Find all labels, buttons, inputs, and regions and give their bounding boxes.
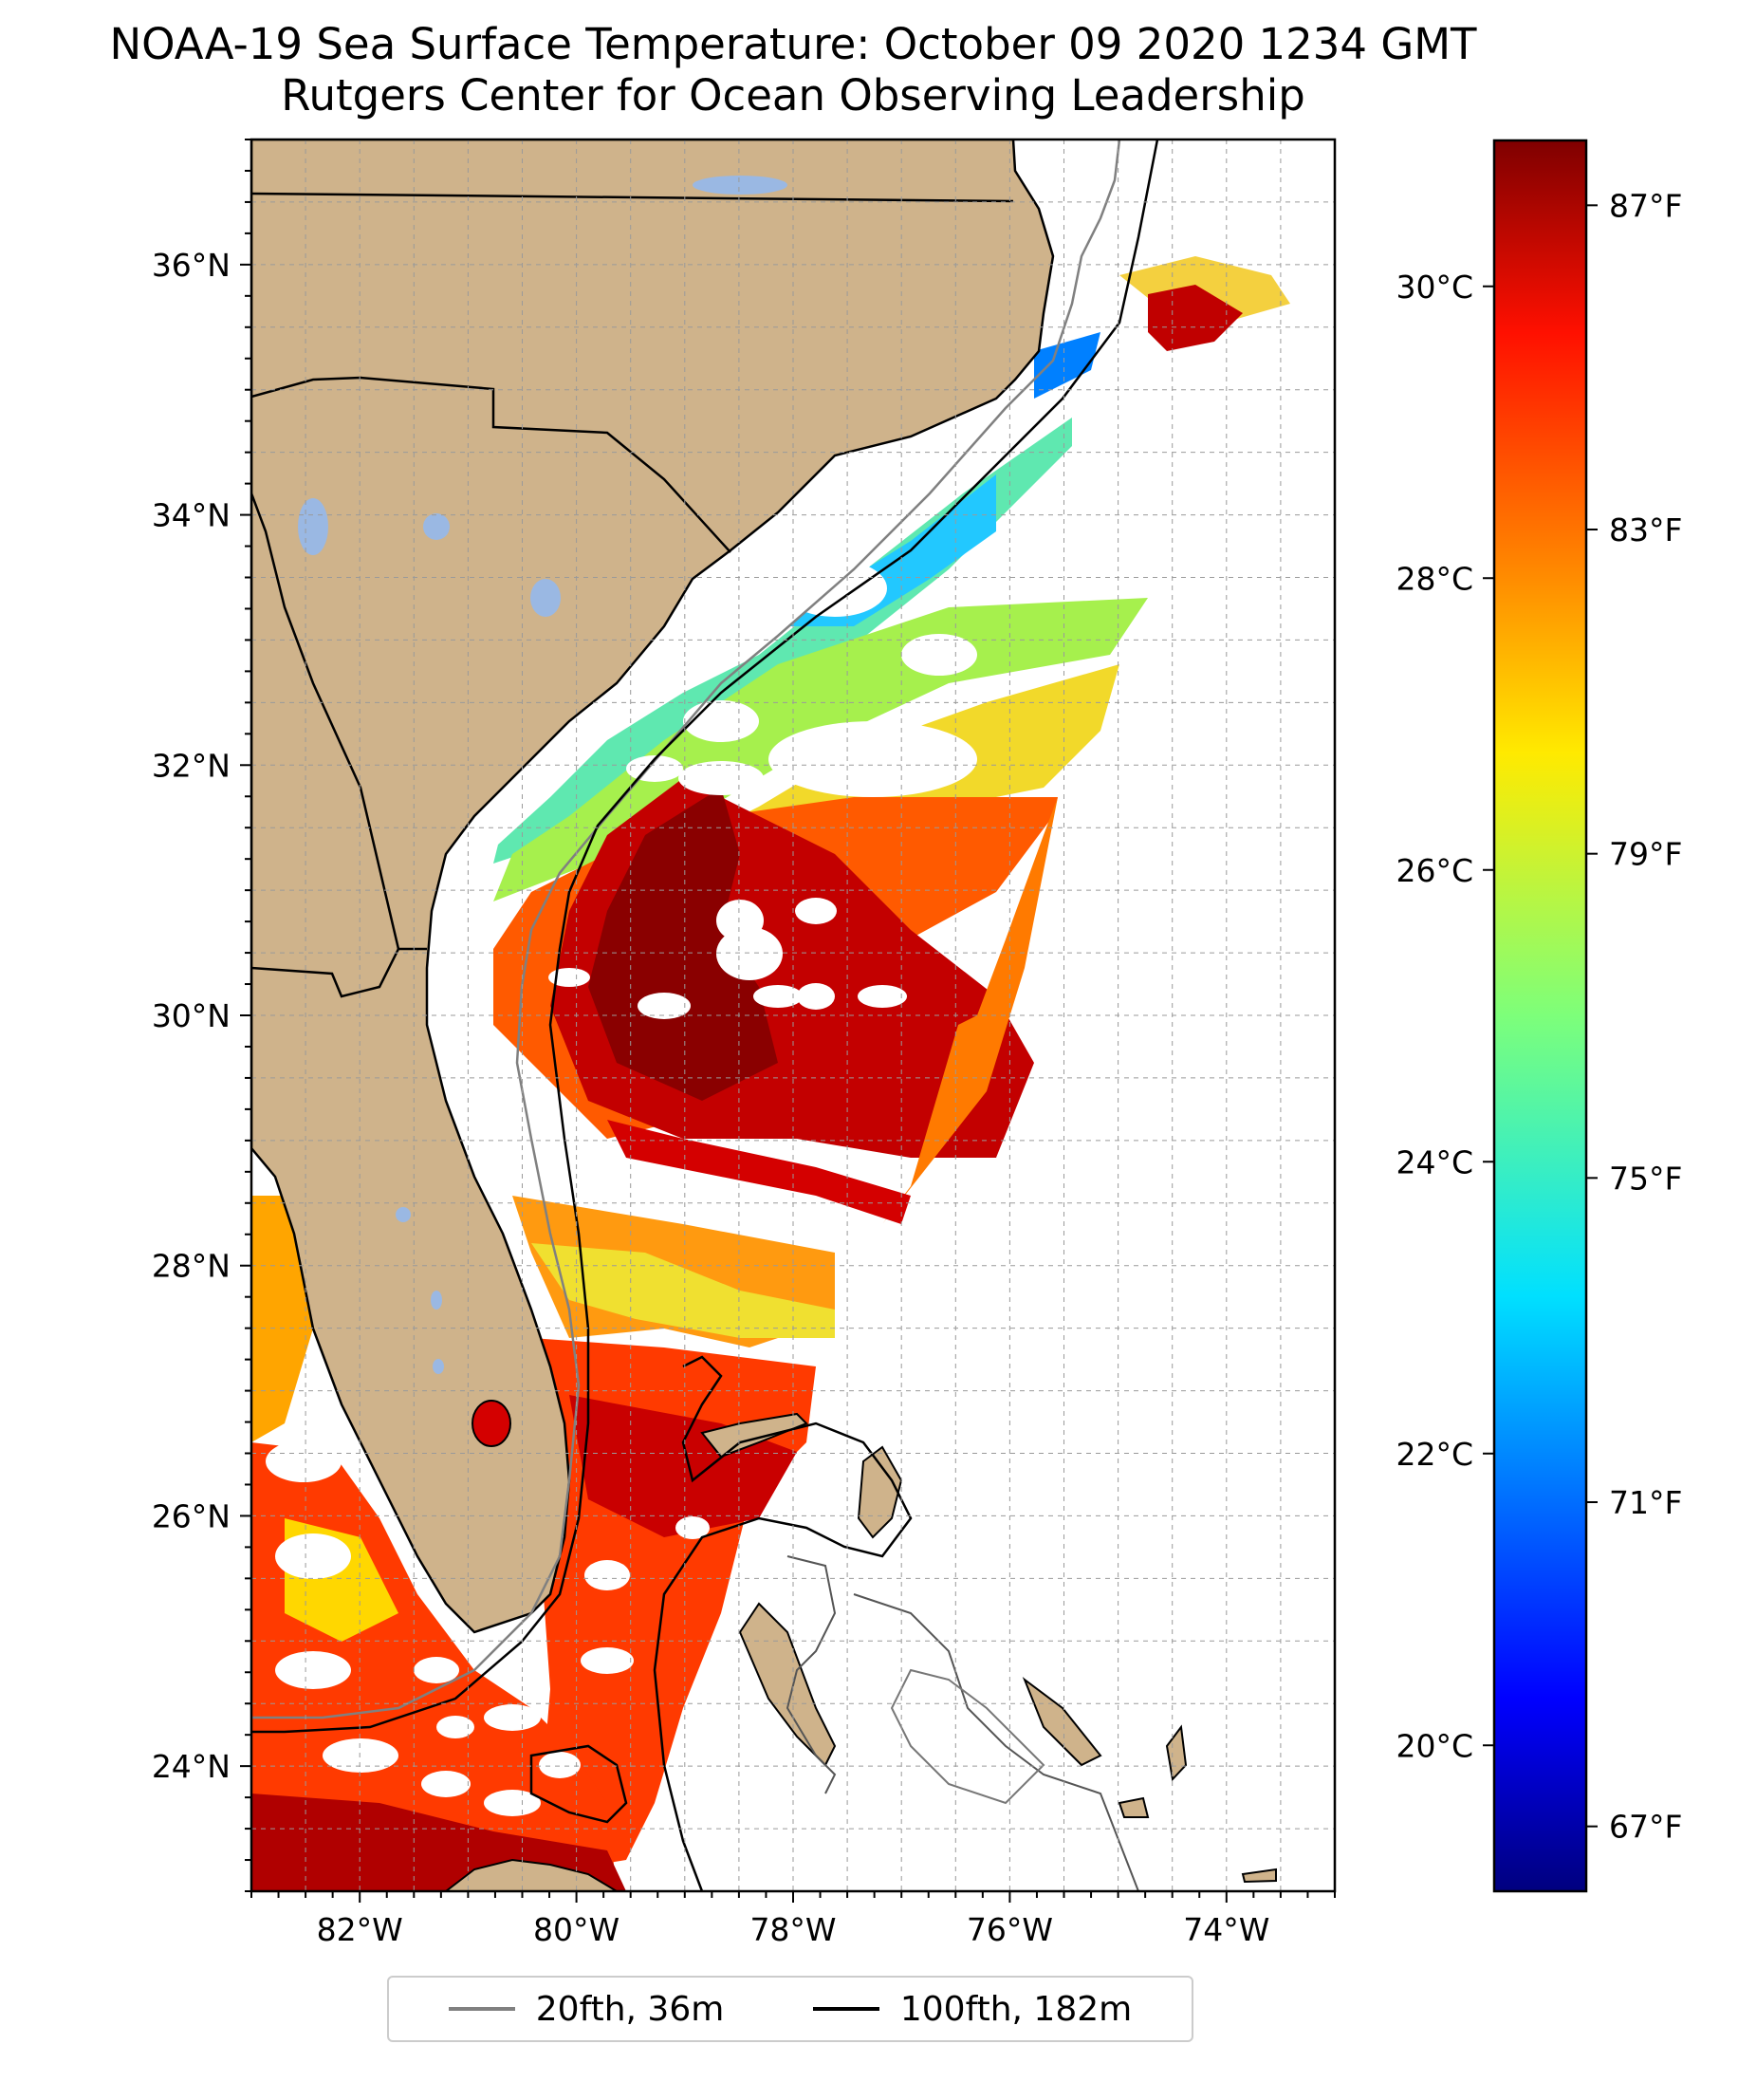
- lat-tick-label: 24°N: [152, 1748, 231, 1785]
- chart-subtitle: Rutgers Center for Ocean Observing Leade…: [281, 70, 1305, 121]
- fahrenheit-tick-label: 79°F: [1609, 836, 1682, 873]
- lat-tick-label: 26°N: [152, 1497, 231, 1534]
- gridlines: [251, 139, 1335, 1891]
- lon-tick-label: 80°W: [533, 1911, 619, 1948]
- colorbar-celsius-axis: 30°C 28°C 26°C 24°C 22°C 20°C: [1396, 269, 1494, 1764]
- lon-tick-label: 76°W: [967, 1911, 1053, 1948]
- latitude-axis: 36°N 34°N 32°N 30°N 28°N 26°N 24°N: [152, 139, 251, 1892]
- fahrenheit-tick-label: 83°F: [1609, 511, 1682, 548]
- legend-label-20fth: 20fth, 36m: [535, 1989, 725, 2029]
- fahrenheit-tick-label: 75°F: [1609, 1160, 1682, 1197]
- longitude-axis: 82°W 80°W 78°W 76°W 74°W: [250, 1891, 1336, 1948]
- legend-item-20fth: 20fth, 36m: [448, 1989, 725, 2029]
- legend-label-100fth: 100fth, 182m: [899, 1989, 1133, 2029]
- land: [251, 139, 1277, 1891]
- fahrenheit-tick-label: 71°F: [1609, 1484, 1682, 1521]
- lat-tick-label: 36°N: [152, 247, 231, 284]
- lat-tick-label: 32°N: [152, 747, 231, 784]
- sst-swath: [251, 256, 1290, 1891]
- legend: 20fth, 36m 100fth, 182m: [387, 1976, 1193, 2042]
- map-area: [251, 139, 1335, 1891]
- bathymetry-contours: [251, 139, 1159, 1891]
- celsius-tick-label: 30°C: [1396, 269, 1473, 306]
- lat-tick-label: 34°N: [152, 497, 231, 534]
- celsius-tick-label: 28°C: [1396, 560, 1473, 597]
- fahrenheit-tick-label: 67°F: [1609, 1809, 1682, 1846]
- colorbar: 30°C 28°C 26°C 24°C 22°C 20°C 87°F 83°F 79°F 75°…: [1396, 139, 1682, 1893]
- lat-tick-label: 30°N: [152, 997, 231, 1034]
- chart-title: NOAA-19 Sea Surface Temperature: October…: [109, 19, 1477, 69]
- lon-tick-label: 82°W: [317, 1911, 403, 1948]
- colorbar-gradient: [1492, 139, 1588, 1893]
- legend-item-100fth: 100fth, 182m: [812, 1989, 1133, 2029]
- celsius-tick-label: 20°C: [1396, 1727, 1473, 1764]
- celsius-tick-label: 26°C: [1396, 852, 1473, 889]
- fahrenheit-tick-label: 87°F: [1609, 187, 1682, 224]
- legend-line-gray: [448, 2007, 515, 2011]
- celsius-tick-label: 24°C: [1396, 1143, 1473, 1180]
- colorbar-fahrenheit-axis: 87°F 83°F 79°F 75°F 71°F 67°F: [1586, 187, 1682, 1846]
- lon-tick-label: 74°W: [1183, 1911, 1269, 1948]
- lat-tick-label: 28°N: [152, 1248, 231, 1285]
- legend-line-black: [812, 2007, 879, 2011]
- celsius-tick-label: 22°C: [1396, 1436, 1473, 1473]
- lon-tick-label: 78°W: [749, 1911, 836, 1948]
